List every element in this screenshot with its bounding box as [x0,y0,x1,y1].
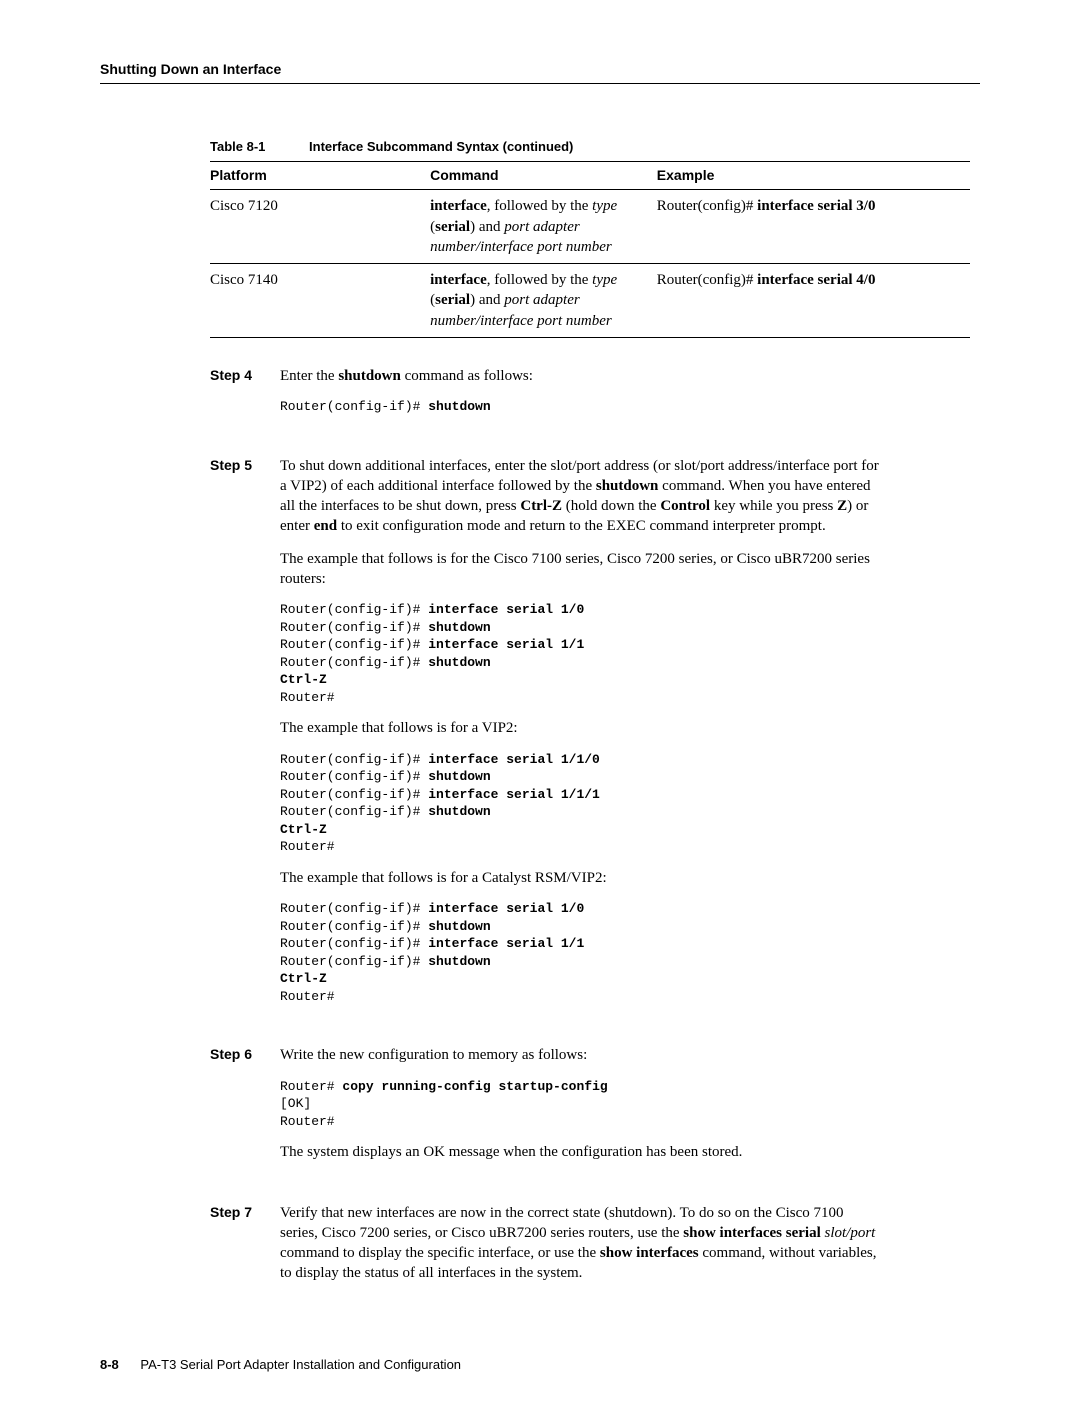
code-block: Router(config-if)# interface serial 1/0 … [280,900,880,1005]
step-label: Step 5 [210,456,280,1018]
th-platform: Platform [210,162,430,190]
table-header-row: Platform Command Example [210,162,970,190]
th-command: Command [430,162,657,190]
table-title: Interface Subcommand Syntax (continued) [309,139,573,154]
cell-command: interface, followed by the type (serial)… [430,190,657,264]
code-block: Router(config-if)# interface serial 1/1/… [280,751,880,856]
cell-platform: Cisco 7120 [210,190,430,264]
table-number: Table 8-1 [210,139,265,154]
step-body: Enter the shutdown command as follows: R… [280,366,880,428]
cell-platform: Cisco 7140 [210,264,430,338]
step-body: Verify that new interfaces are now in th… [280,1203,880,1296]
code-block: Router(config-if)# shutdown [280,398,880,416]
footer-title: PA-T3 Serial Port Adapter Installation a… [140,1357,461,1372]
code-block: Router# copy running-config startup-conf… [280,1078,880,1131]
cell-example: Router(config)# interface serial 4/0 [657,264,970,338]
cell-command: interface, followed by the type (serial)… [430,264,657,338]
page-number: 8-8 [100,1357,119,1372]
step-body: To shut down additional interfaces, ente… [280,456,880,1018]
running-head: Shutting Down an Interface [100,60,980,84]
page-footer: 8-8 PA-T3 Serial Port Adapter Installati… [100,1356,980,1374]
code-block: Router(config-if)# interface serial 1/0 … [280,601,880,706]
cell-example: Router(config)# interface serial 3/0 [657,190,970,264]
step-label: Step 6 [210,1045,280,1174]
step-7: Step 7 Verify that new interfaces are no… [210,1203,980,1296]
table-row: Cisco 7120 interface, followed by the ty… [210,190,970,264]
syntax-table: Platform Command Example Cisco 7120 inte… [210,161,970,337]
step-5: Step 5 To shut down additional interface… [210,456,980,1018]
th-example: Example [657,162,970,190]
step-body: Write the new configuration to memory as… [280,1045,880,1174]
step-6: Step 6 Write the new configuration to me… [210,1045,980,1174]
step-label: Step 4 [210,366,280,428]
table-caption: Table 8-1 Interface Subcommand Syntax (c… [210,138,980,156]
step-4: Step 4 Enter the shutdown command as fol… [210,366,980,428]
step-label: Step 7 [210,1203,280,1296]
table-row: Cisco 7140 interface, followed by the ty… [210,264,970,338]
